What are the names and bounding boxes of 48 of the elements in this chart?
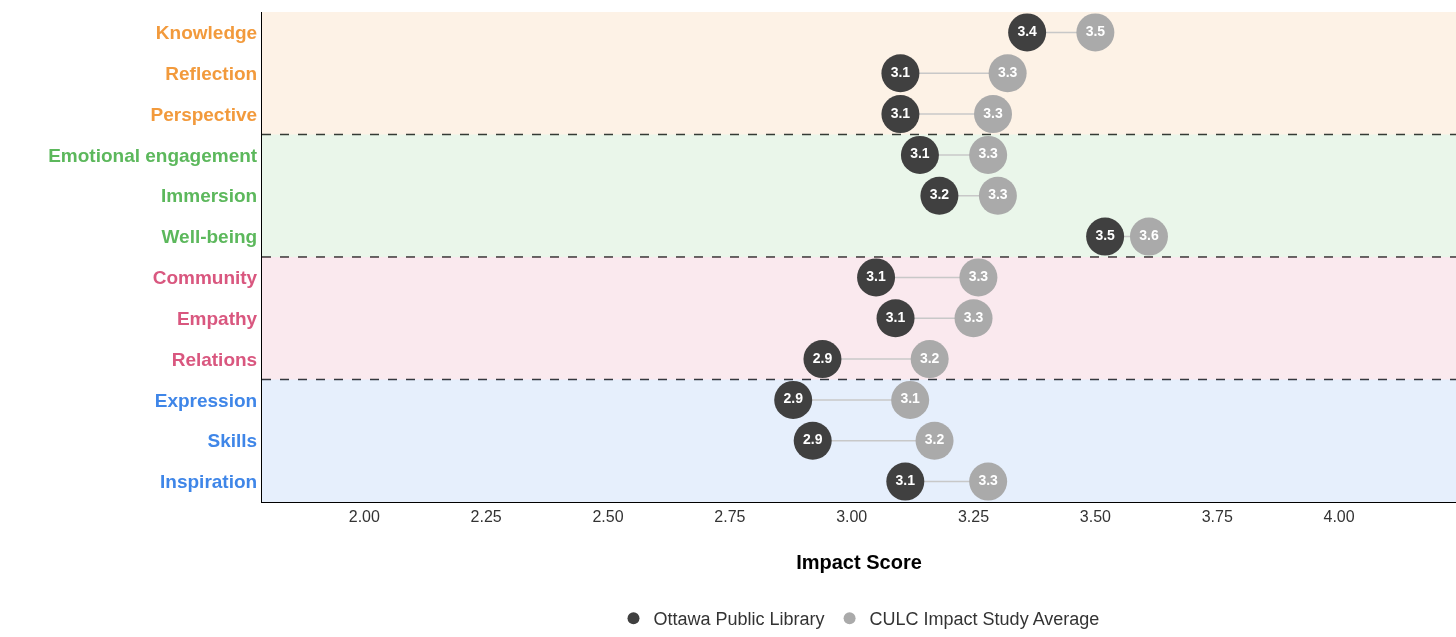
- legend-label: CULC Impact Study Average: [869, 609, 1100, 630]
- x-tick-label: 2.50: [592, 508, 624, 526]
- y-tick-label: Knowledge: [155, 22, 258, 44]
- data-label: 2.9: [812, 349, 833, 366]
- y-tick-label: Emotional engagement: [48, 144, 258, 166]
- data-label: 3.6: [1139, 227, 1159, 244]
- data-label: 3.1: [890, 104, 911, 121]
- x-axis-title: Impact Score: [796, 550, 922, 573]
- y-tick-label: Perspective: [150, 103, 258, 125]
- x-tick-label: 3.25: [957, 508, 990, 526]
- data-label: 3.2: [929, 186, 950, 203]
- x-tick-label: 2.00: [348, 508, 381, 526]
- data-label: 3.1: [885, 308, 906, 325]
- data-label: 3.5: [1095, 227, 1116, 244]
- y-tick-label: Well-being: [161, 226, 258, 248]
- data-label: 3.1: [890, 63, 911, 80]
- data-label: 3.3: [983, 104, 1003, 121]
- data-label: 3.3: [978, 145, 999, 162]
- y-tick-label: Skills: [207, 430, 258, 452]
- legend-label: Ottawa Public Library: [653, 609, 825, 630]
- data-label: 3.4: [1017, 22, 1038, 39]
- data-label: 3.1: [895, 472, 916, 489]
- data-label: 3.3: [988, 186, 1008, 203]
- y-tick-label: Expression: [154, 389, 258, 411]
- y-tick-label: Immersion: [161, 185, 258, 207]
- y-tick-label: Relations: [171, 348, 258, 370]
- data-label: 3.3: [968, 267, 989, 284]
- y-tick-label: Reflection: [165, 62, 258, 84]
- x-tick-label: 3.00: [836, 508, 868, 526]
- data-label: 2.9: [802, 431, 823, 448]
- x-tick-label: 2.75: [714, 508, 746, 526]
- x-tick-label: 3.50: [1079, 508, 1112, 526]
- data-label: 3.2: [919, 349, 940, 366]
- y-tick-label: Inspiration: [160, 471, 258, 493]
- x-tick-label: 2.25: [470, 508, 502, 526]
- y-tick-label: Community: [152, 267, 258, 289]
- data-label: 3.1: [910, 145, 930, 162]
- x-tick-label: 3.75: [1201, 508, 1233, 526]
- data-label: 3.1: [866, 267, 886, 284]
- data-label: 3.2: [924, 431, 945, 448]
- x-tick-label: 4.00: [1323, 508, 1355, 526]
- data-label: 2.9: [783, 390, 804, 407]
- data-label: 3.5: [1085, 22, 1106, 39]
- y-tick-label: Empathy: [176, 307, 258, 329]
- data-label: 3.3: [963, 308, 984, 325]
- data-label: 3.3: [997, 63, 1018, 80]
- data-label: 3.3: [978, 472, 999, 489]
- data-label: 3.1: [900, 390, 921, 407]
